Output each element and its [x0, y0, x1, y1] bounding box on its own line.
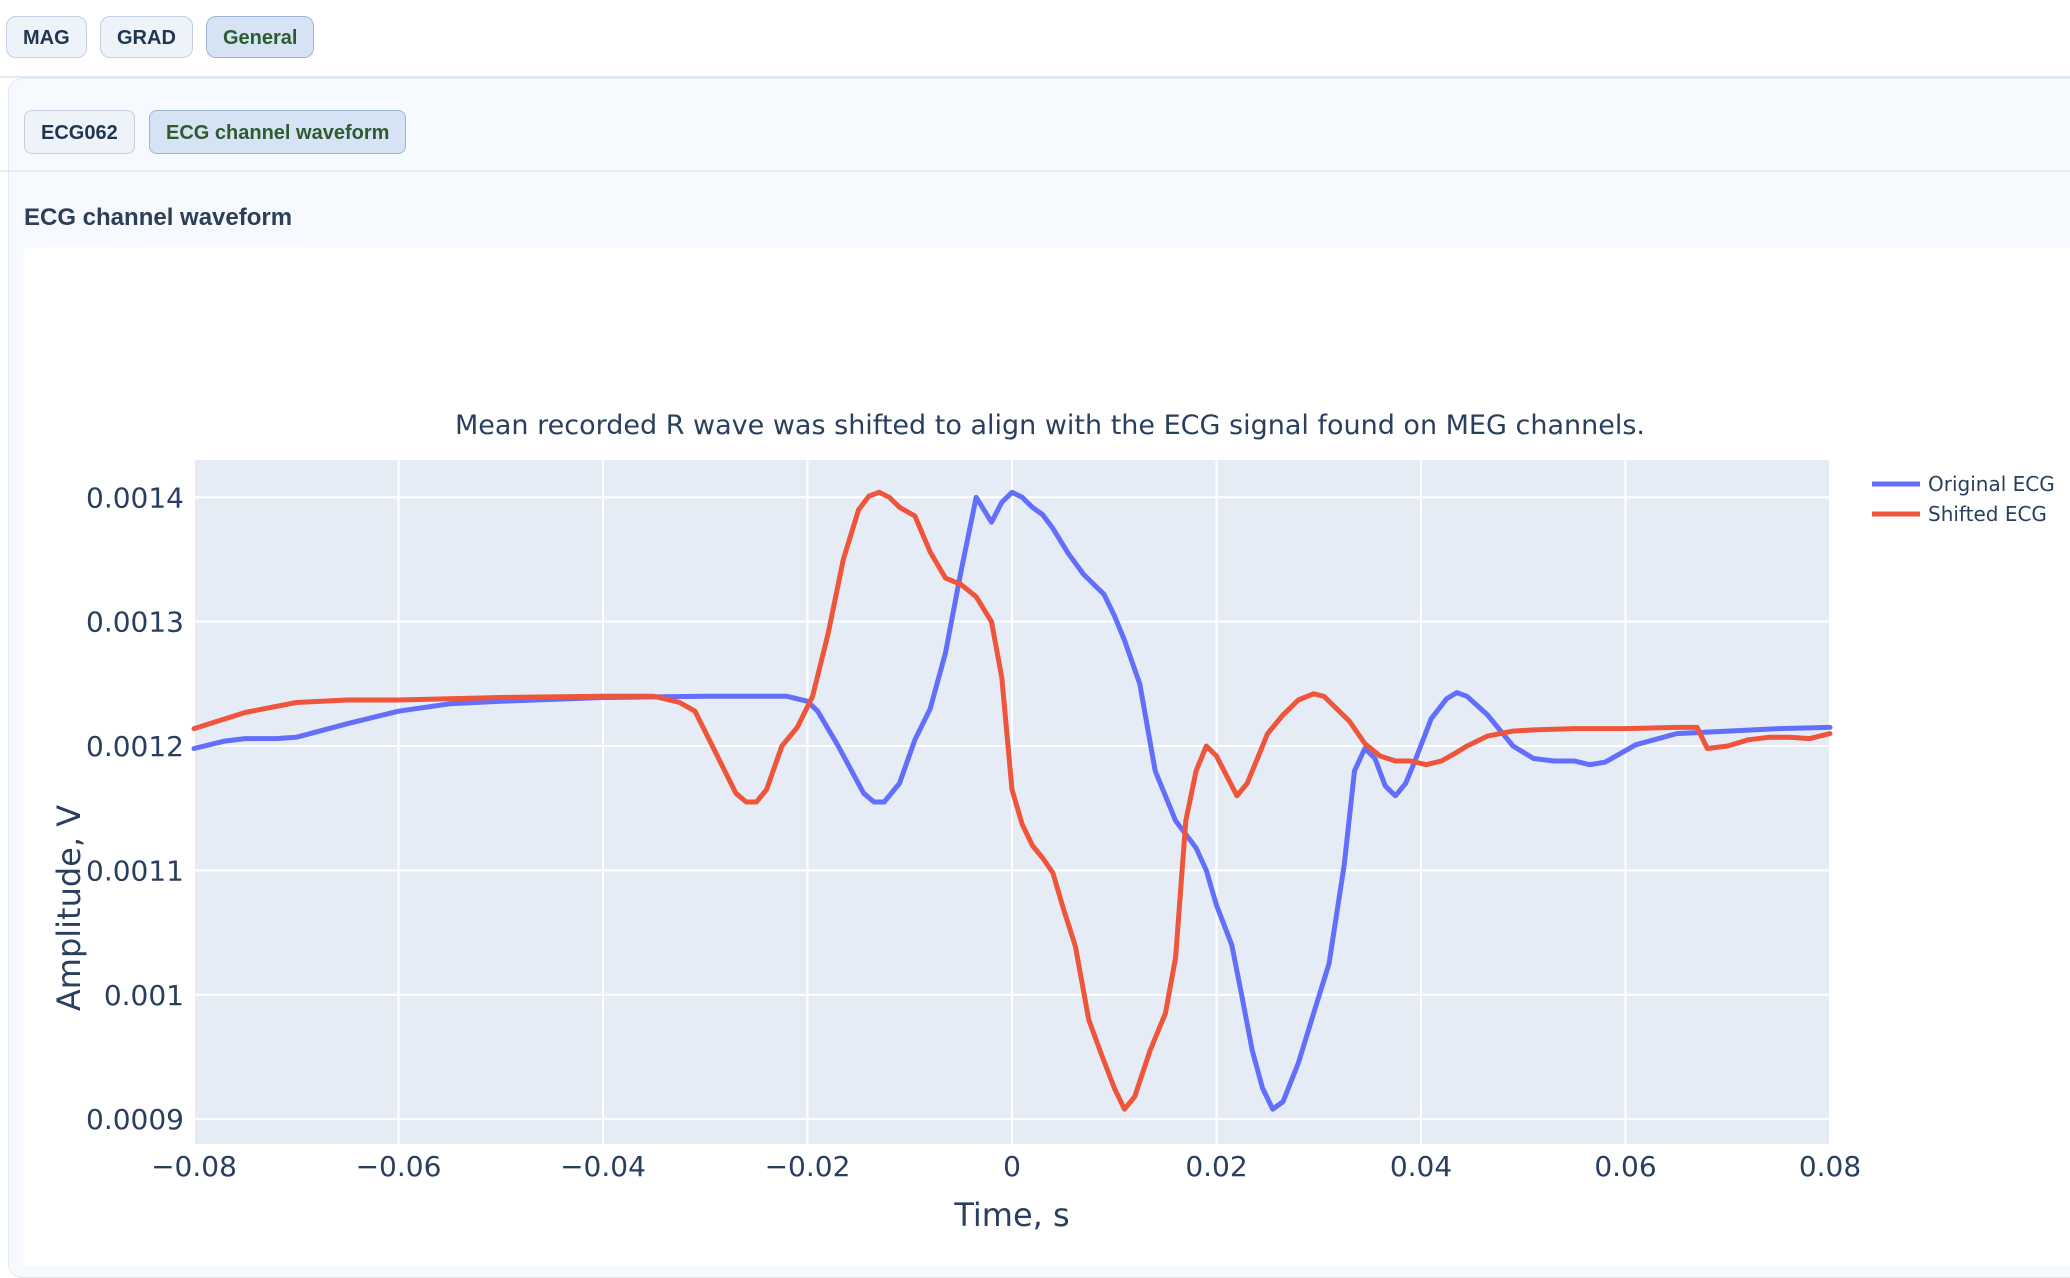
chart-svg: −0.08 −0.06 −0.04 −0.02 0 0.02 0.04 0.06 0.08 0.…: [50, 410, 2055, 1234]
x-tick-label: 0.06: [1594, 1150, 1656, 1183]
tab-ecg062[interactable]: ECG062: [24, 110, 135, 154]
subtab-divider: [0, 170, 2070, 172]
tab-grad[interactable]: GRAD: [100, 16, 193, 58]
series-lines: [191, 489, 1833, 1112]
grid-lines: [193, 460, 1831, 1144]
tab-ecg-channel-waveform[interactable]: ECG channel waveform: [149, 110, 407, 154]
series-line-shifted-ecg: [191, 489, 1833, 1112]
ecg-waveform-plot: −0.08 −0.06 −0.04 −0.02 0 0.02 0.04 0.06 0.08 0.…: [24, 248, 2070, 1266]
x-tick-label: −0.04: [560, 1150, 646, 1183]
y-tick-label: 0.001: [104, 979, 184, 1012]
legend-label-original: Original ECG: [1928, 472, 2055, 496]
top-tab-bar: MAG GRAD General: [0, 0, 2070, 78]
tab-general[interactable]: General: [206, 16, 315, 58]
x-tick-label: 0.08: [1799, 1150, 1861, 1183]
x-tick-labels: −0.08 −0.06 −0.04 −0.02 0 0.02 0.04 0.06 0.08: [151, 1150, 1861, 1183]
y-axis-label: Amplitude, V: [50, 805, 88, 1011]
y-tick-label: 0.0013: [86, 606, 184, 639]
y-tick-labels: 0.0009 0.001 0.0011 0.0012 0.0013 0.0014: [86, 481, 184, 1136]
x-tick-label: 0.04: [1390, 1150, 1452, 1183]
y-tick-label: 0.0011: [86, 854, 184, 887]
y-tick-label: 0.0014: [86, 481, 184, 514]
y-tick-label: 0.0012: [86, 730, 184, 763]
section-title: ECG channel waveform: [24, 204, 293, 231]
x-tick-label: −0.02: [765, 1150, 851, 1183]
legend-label-shifted: Shifted ECG: [1928, 502, 2047, 526]
chart-title: Mean recorded R wave was shifted to alig…: [455, 410, 1645, 441]
x-tick-label: 0: [1003, 1150, 1021, 1183]
x-tick-label: 0.02: [1185, 1150, 1247, 1183]
x-tick-label: −0.08: [151, 1150, 237, 1183]
x-axis-label: Time, s: [953, 1196, 1069, 1234]
x-tick-label: −0.06: [356, 1150, 442, 1183]
tab-mag[interactable]: MAG: [6, 16, 87, 58]
y-tick-label: 0.0009: [86, 1103, 184, 1136]
legend[interactable]: Original ECG Shifted ECG: [1872, 472, 2055, 526]
series-line-original-ecg: [191, 489, 1833, 1112]
